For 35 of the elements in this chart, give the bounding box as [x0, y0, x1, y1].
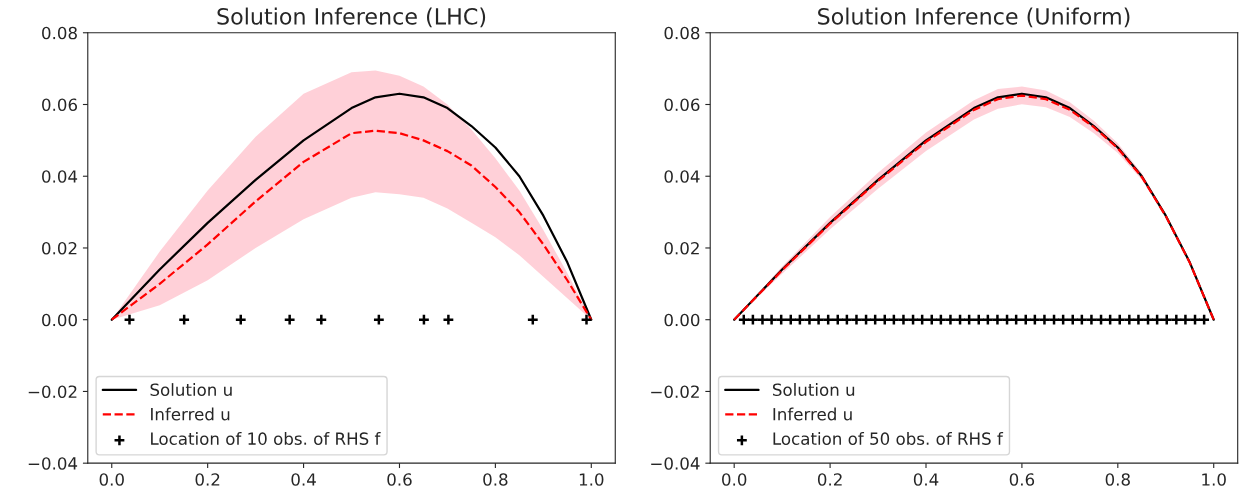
y-tick-label: 0.02 — [42, 241, 77, 255]
chart-title: Solution Inference (Uniform) — [818, 7, 1130, 28]
y-tick-label: 0.06 — [664, 98, 700, 112]
x-tick-label: 0.4 — [913, 473, 939, 486]
x-tick-label: 0.8 — [1105, 473, 1130, 486]
x-tick-label: 0.6 — [1009, 473, 1035, 486]
y-tick-label: 0.06 — [42, 98, 78, 112]
x-tick-label: 0.2 — [817, 473, 842, 486]
x-tick-label: 0.0 — [99, 473, 124, 486]
legend-label: Solution u — [150, 383, 232, 397]
y-tick-label: 0.00 — [664, 313, 700, 327]
legend-label: Location of 10 obs. of RHS f — [151, 432, 381, 445]
y-tick-label: 0.04 — [42, 170, 78, 183]
y-tick-label: −0.04 — [651, 457, 700, 470]
y-tick-label: 0.08 — [42, 26, 77, 40]
legend-label: Inferred u — [773, 407, 852, 421]
legend-label: Inferred u — [151, 407, 230, 421]
x-tick-label: 0.6 — [387, 473, 412, 486]
y-tick-label: 0.02 — [664, 241, 699, 255]
line-series — [110, 129, 593, 321]
legend-label: Location of 50 obs. of RHS f — [773, 432, 1004, 445]
y-tick-label: −0.02 — [28, 385, 77, 399]
x-tick-label: 0.2 — [195, 473, 220, 486]
legend-label: Solution u — [772, 383, 855, 397]
y-tick-label: 0.00 — [42, 313, 77, 327]
y-tick-label: −0.02 — [651, 385, 699, 399]
x-tick-label: 1.0 — [579, 473, 604, 486]
y-tick-label: 0.08 — [664, 26, 700, 40]
y-tick-label: 0.04 — [664, 170, 700, 183]
chart-title: Solution Inference (LHC) — [217, 7, 486, 28]
x-tick-label: 1.0 — [1202, 473, 1226, 486]
x-tick-label: 0.0 — [722, 473, 747, 486]
y-tick-label: −0.04 — [28, 457, 78, 470]
x-tick-label: 0.4 — [291, 473, 316, 486]
x-tick-label: 0.8 — [483, 473, 508, 486]
